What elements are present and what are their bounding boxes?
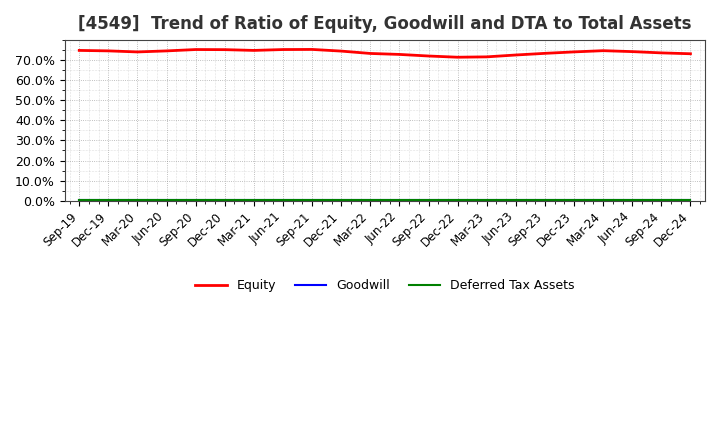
Equity <box>279 47 287 52</box>
Equity <box>686 51 695 56</box>
Deferred Tax Assets <box>454 198 462 203</box>
Equity <box>599 48 608 53</box>
Equity <box>220 47 229 52</box>
Goodwill <box>482 198 491 203</box>
Deferred Tax Assets <box>366 198 374 203</box>
Deferred Tax Assets <box>162 198 171 203</box>
Equity <box>541 51 549 56</box>
Deferred Tax Assets <box>482 198 491 203</box>
Goodwill <box>162 198 171 203</box>
Deferred Tax Assets <box>424 198 433 203</box>
Equity <box>192 47 200 52</box>
Deferred Tax Assets <box>511 198 520 203</box>
Equity <box>104 48 113 54</box>
Equity <box>628 49 636 54</box>
Goodwill <box>686 198 695 203</box>
Equity <box>133 49 142 55</box>
Goodwill <box>104 198 113 203</box>
Deferred Tax Assets <box>279 198 287 203</box>
Goodwill <box>628 198 636 203</box>
Deferred Tax Assets <box>395 198 404 203</box>
Equity <box>337 48 346 54</box>
Goodwill <box>337 198 346 203</box>
Goodwill <box>657 198 666 203</box>
Equity <box>75 48 84 53</box>
Goodwill <box>192 198 200 203</box>
Deferred Tax Assets <box>104 198 113 203</box>
Deferred Tax Assets <box>192 198 200 203</box>
Equity <box>307 47 316 52</box>
Line: Equity: Equity <box>79 49 690 57</box>
Goodwill <box>570 198 578 203</box>
Deferred Tax Assets <box>599 198 608 203</box>
Goodwill <box>133 198 142 203</box>
Goodwill <box>279 198 287 203</box>
Deferred Tax Assets <box>541 198 549 203</box>
Deferred Tax Assets <box>337 198 346 203</box>
Deferred Tax Assets <box>628 198 636 203</box>
Equity <box>162 48 171 54</box>
Goodwill <box>250 198 258 203</box>
Goodwill <box>599 198 608 203</box>
Deferred Tax Assets <box>75 198 84 203</box>
Goodwill <box>75 198 84 203</box>
Deferred Tax Assets <box>250 198 258 203</box>
Title: [4549]  Trend of Ratio of Equity, Goodwill and DTA to Total Assets: [4549] Trend of Ratio of Equity, Goodwil… <box>78 15 692 33</box>
Goodwill <box>424 198 433 203</box>
Goodwill <box>366 198 374 203</box>
Equity <box>424 53 433 59</box>
Equity <box>657 50 666 55</box>
Goodwill <box>307 198 316 203</box>
Equity <box>570 49 578 55</box>
Deferred Tax Assets <box>657 198 666 203</box>
Goodwill <box>511 198 520 203</box>
Equity <box>250 48 258 53</box>
Goodwill <box>454 198 462 203</box>
Equity <box>395 52 404 57</box>
Deferred Tax Assets <box>133 198 142 203</box>
Equity <box>511 52 520 58</box>
Deferred Tax Assets <box>307 198 316 203</box>
Deferred Tax Assets <box>686 198 695 203</box>
Deferred Tax Assets <box>220 198 229 203</box>
Goodwill <box>395 198 404 203</box>
Deferred Tax Assets <box>570 198 578 203</box>
Goodwill <box>220 198 229 203</box>
Goodwill <box>541 198 549 203</box>
Equity <box>482 54 491 59</box>
Legend: Equity, Goodwill, Deferred Tax Assets: Equity, Goodwill, Deferred Tax Assets <box>190 274 580 297</box>
Equity <box>366 51 374 56</box>
Equity <box>454 55 462 60</box>
